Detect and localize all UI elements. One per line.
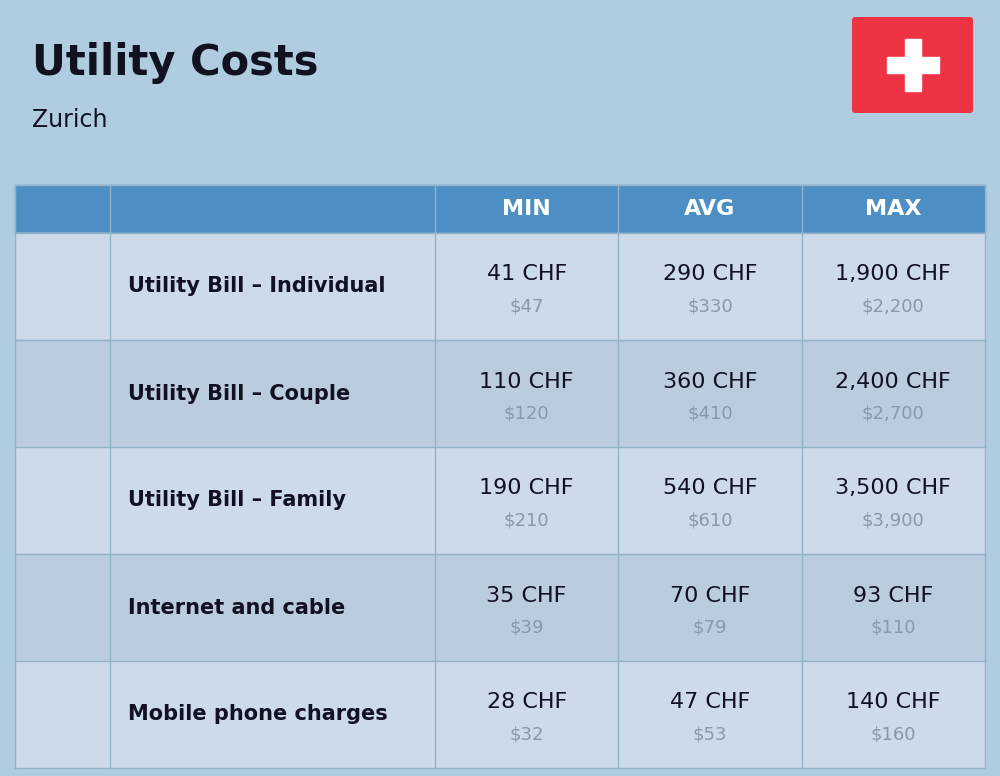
Text: $610: $610 <box>687 511 733 529</box>
Bar <box>15 185 985 233</box>
Text: 290 CHF: 290 CHF <box>663 265 757 285</box>
Text: 110 CHF: 110 CHF <box>479 372 574 392</box>
Text: 47 CHF: 47 CHF <box>670 692 750 712</box>
Text: 28 CHF: 28 CHF <box>487 692 567 712</box>
Text: $160: $160 <box>871 726 916 743</box>
Text: Mobile phone charges: Mobile phone charges <box>128 705 388 725</box>
Text: 190 CHF: 190 CHF <box>479 479 574 498</box>
Bar <box>887 57 938 73</box>
Text: $110: $110 <box>871 618 916 636</box>
Bar <box>15 233 985 340</box>
Text: AVG: AVG <box>684 199 736 219</box>
Text: 2,400 CHF: 2,400 CHF <box>835 372 951 392</box>
Text: $47: $47 <box>509 297 544 316</box>
Text: MIN: MIN <box>502 199 551 219</box>
Bar <box>15 554 110 661</box>
Bar <box>15 554 985 661</box>
Text: 360 CHF: 360 CHF <box>663 372 757 392</box>
Text: $32: $32 <box>509 726 544 743</box>
Text: $120: $120 <box>504 404 549 422</box>
Text: 70 CHF: 70 CHF <box>670 586 750 605</box>
Text: $53: $53 <box>693 726 727 743</box>
Text: Zurich: Zurich <box>32 108 108 132</box>
Bar <box>15 447 985 554</box>
Text: $79: $79 <box>693 618 727 636</box>
Text: $39: $39 <box>509 618 544 636</box>
Bar <box>15 661 110 768</box>
Text: $410: $410 <box>687 404 733 422</box>
Text: Utility Bill – Couple: Utility Bill – Couple <box>128 383 350 404</box>
Bar <box>15 340 110 447</box>
Bar <box>15 661 985 768</box>
Text: Utility Bill – Individual: Utility Bill – Individual <box>128 276 386 296</box>
Text: 3,500 CHF: 3,500 CHF <box>835 479 951 498</box>
Text: $210: $210 <box>504 511 549 529</box>
Bar <box>15 447 110 554</box>
Text: 35 CHF: 35 CHF <box>486 586 567 605</box>
Text: Utility Bill – Family: Utility Bill – Family <box>128 490 346 511</box>
Text: 540 CHF: 540 CHF <box>663 479 757 498</box>
Text: 1,900 CHF: 1,900 CHF <box>835 265 951 285</box>
Text: Internet and cable: Internet and cable <box>128 598 345 618</box>
Text: 93 CHF: 93 CHF <box>853 586 933 605</box>
Text: 41 CHF: 41 CHF <box>487 265 567 285</box>
Bar <box>15 340 985 447</box>
Text: $330: $330 <box>687 297 733 316</box>
Bar <box>904 39 920 91</box>
FancyBboxPatch shape <box>852 17 973 113</box>
Text: $3,900: $3,900 <box>862 511 925 529</box>
Text: 140 CHF: 140 CHF <box>846 692 941 712</box>
Text: Utility Costs: Utility Costs <box>32 42 318 84</box>
Text: $2,200: $2,200 <box>862 297 925 316</box>
Text: $2,700: $2,700 <box>862 404 925 422</box>
Bar <box>15 233 110 340</box>
Text: MAX: MAX <box>865 199 922 219</box>
